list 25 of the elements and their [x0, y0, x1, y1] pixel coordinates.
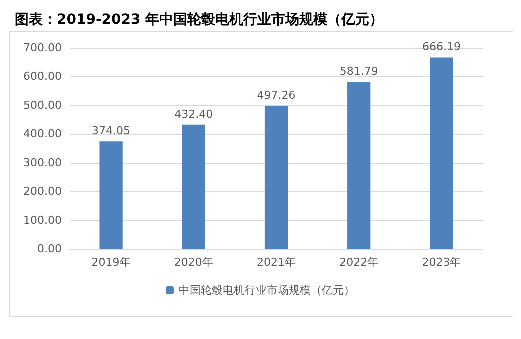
y-tick-label: 0.00 — [38, 242, 62, 256]
y-tick-label: 300.00 — [24, 156, 62, 170]
bar — [182, 124, 206, 249]
legend-label: 中国轮毂电机行业市场规模（亿元） — [179, 284, 355, 297]
x-tick-label: 2023年 — [422, 256, 462, 269]
y-tick-label: 200.00 — [24, 185, 62, 198]
data-label: 666.19 — [422, 40, 461, 54]
y-tick-label: 500.00 — [24, 98, 62, 112]
x-tick-label: 2022年 — [340, 256, 379, 269]
y-tick-label: 100.00 — [24, 214, 62, 227]
data-label: 432.40 — [174, 108, 214, 121]
bar — [348, 82, 371, 249]
bar — [430, 58, 454, 249]
data-label: 497.26 — [257, 89, 296, 102]
y-tick-label: 600.00 — [24, 70, 62, 84]
bar — [264, 106, 288, 249]
y-tick-label: 700.00 — [24, 42, 62, 54]
x-tick-label: 2019年 — [92, 256, 131, 269]
data-label: 374.05 — [92, 124, 131, 138]
y-tick-label: 400.00 — [24, 128, 62, 141]
x-tick-label: 2021年 — [257, 256, 296, 269]
bar — [100, 142, 123, 249]
chart-title: 图表：2019-2023 年中国轮毂电机行业市场规模（亿元） — [15, 11, 384, 28]
data-label: 581.79 — [340, 64, 378, 78]
x-tick-label: 2020年 — [174, 256, 214, 269]
